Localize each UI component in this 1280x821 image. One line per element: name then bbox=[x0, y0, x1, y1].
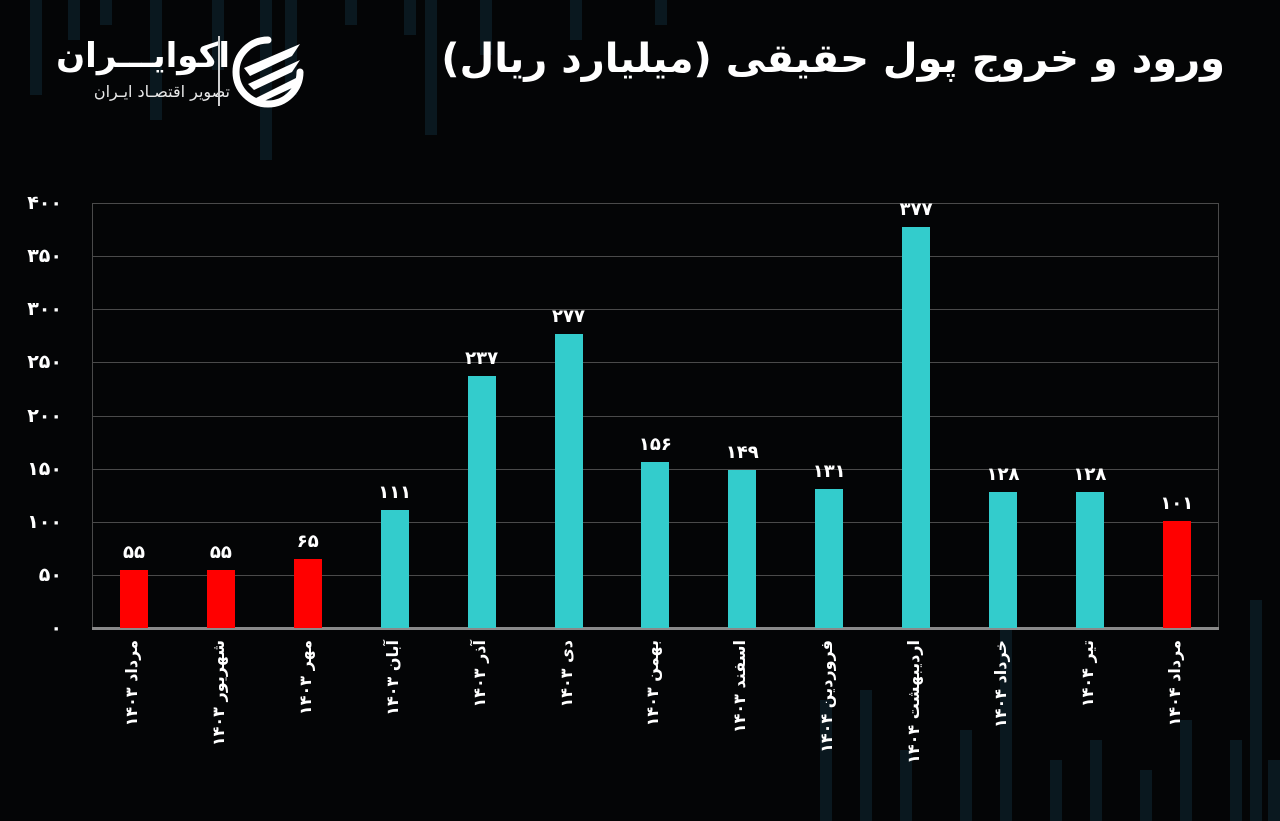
x-tick-label: دی ۱۴۰۳ bbox=[556, 640, 576, 708]
background-streak bbox=[480, 0, 492, 55]
bar bbox=[641, 462, 670, 628]
bar-value-label: ۱۲۸ bbox=[1073, 464, 1107, 485]
y-tick-label: ۲۵۰ bbox=[27, 351, 62, 374]
y-tick-label: ۳۰۰ bbox=[27, 298, 62, 321]
bar bbox=[120, 569, 148, 628]
y-tick-label: ۲۰۰ bbox=[27, 404, 62, 427]
x-tick-label: فروردین ۱۴۰۴ bbox=[817, 640, 837, 753]
background-streak bbox=[1090, 740, 1102, 821]
background-streak bbox=[1268, 760, 1280, 821]
background-streak bbox=[570, 0, 582, 40]
bar bbox=[989, 492, 1017, 628]
bar-value-label: ۱۱۱ bbox=[378, 482, 412, 504]
x-tick-label: تیر ۱۴۰۴ bbox=[1077, 640, 1097, 708]
y-tick-label: ۴۰۰ bbox=[27, 192, 62, 214]
x-tick-label: خرداد ۱۴۰۴ bbox=[991, 640, 1010, 729]
background-streak bbox=[1050, 760, 1062, 821]
background-streak bbox=[900, 750, 912, 821]
bar-value-label: ۶۵ bbox=[296, 530, 319, 552]
background-streak bbox=[30, 0, 42, 95]
brand-name: اکوایـــران bbox=[56, 36, 230, 76]
bar-value-label: ۳۷۷ bbox=[899, 199, 933, 221]
bar-value-label: ۲۷۷ bbox=[552, 305, 585, 327]
grid-line bbox=[92, 309, 1219, 311]
y-tick-label: ۵۰ bbox=[38, 563, 62, 586]
y-tick-label: ۳۵۰ bbox=[27, 245, 62, 268]
x-tick-label: مرداد ۱۴۰۴ bbox=[1164, 640, 1184, 727]
x-axis-line bbox=[92, 627, 1219, 630]
background-streak bbox=[425, 0, 437, 135]
x-tick-label: اسفند ۱۴۰۳ bbox=[730, 640, 750, 734]
y-tick-label: ۱۰۰ bbox=[27, 510, 62, 533]
x-tick-label: مهر ۱۴۰۳ bbox=[295, 640, 315, 716]
bar bbox=[467, 376, 496, 628]
x-tick-label: مرداد ۱۴۰۳ bbox=[122, 640, 141, 727]
grid-line bbox=[92, 415, 1219, 417]
bar bbox=[815, 488, 844, 628]
background-streak bbox=[345, 0, 357, 25]
brand-logo: اکوایـــران تصویر اقتصـاد ایـران bbox=[50, 30, 320, 110]
bar bbox=[1162, 520, 1191, 628]
ecoiran-logo-icon bbox=[232, 36, 304, 108]
background-streak bbox=[860, 690, 872, 821]
background-streak bbox=[820, 700, 832, 821]
background-streak bbox=[1250, 600, 1262, 821]
x-tick-label: شهریور ۱۴۰۳ bbox=[208, 640, 228, 747]
plot-area: ۵۵ ۵۵ ۶۵ ۱۱۱ ۲۳۷ ۲۷۷ ۱۵۶ ۱۴۹ ۱۳۱ ۳۷۷ ۱۲۸ ۱۲۸ ۱۰۱ bbox=[92, 199, 1219, 630]
bar bbox=[1075, 492, 1104, 628]
background-streak bbox=[960, 730, 972, 821]
y-tick-label: ۰ bbox=[50, 617, 62, 639]
bar-value-label: ۱۰۱ bbox=[1160, 492, 1194, 514]
background-streak bbox=[150, 0, 162, 120]
bar-value-label: ۱۵۶ bbox=[638, 434, 672, 456]
grid-line bbox=[92, 203, 1219, 204]
bar bbox=[206, 569, 235, 628]
bar-value-label: ۱۳۱ bbox=[812, 460, 846, 482]
bar bbox=[380, 510, 409, 628]
grid-line bbox=[92, 256, 1219, 258]
y-tick-label: ۱۵۰ bbox=[27, 457, 62, 480]
bar-value-label: ۲۳۷ bbox=[465, 348, 499, 370]
bar-value-label: ۵۵ bbox=[209, 541, 232, 563]
brand-tagline: تصویر اقتصـاد ایـران bbox=[93, 82, 230, 101]
bar bbox=[554, 333, 583, 628]
bar bbox=[902, 227, 931, 628]
background-streak bbox=[1230, 740, 1242, 821]
bar-value-label: ۱۴۹ bbox=[725, 441, 759, 463]
bar-value-label: ۵۵ bbox=[123, 541, 145, 563]
background-streak bbox=[404, 0, 416, 35]
chart-title: ورود و خروج پول حقیقی (میلیارد ریال) bbox=[441, 36, 1225, 82]
background-streak bbox=[1000, 630, 1012, 821]
logo-divider bbox=[218, 36, 220, 106]
background-streak bbox=[100, 0, 112, 25]
x-tick-label: اردیبهشت ۱۴۰۴ bbox=[904, 640, 924, 764]
bar bbox=[293, 558, 322, 628]
bar bbox=[728, 469, 757, 628]
background-streak bbox=[655, 0, 667, 25]
background-streak bbox=[212, 0, 224, 70]
background-streak bbox=[68, 0, 80, 40]
grid-line bbox=[92, 362, 1219, 364]
background-streak bbox=[1140, 770, 1152, 821]
x-tick-label: بهمن ۱۴۰۳ bbox=[643, 640, 663, 727]
background-streak bbox=[1180, 720, 1192, 821]
x-tick-label: آبان ۱۴۰۳ bbox=[382, 640, 402, 716]
bar-value-label: ۱۲۸ bbox=[986, 464, 1020, 485]
x-tick-label: آذر ۱۴۰۳ bbox=[469, 640, 489, 708]
